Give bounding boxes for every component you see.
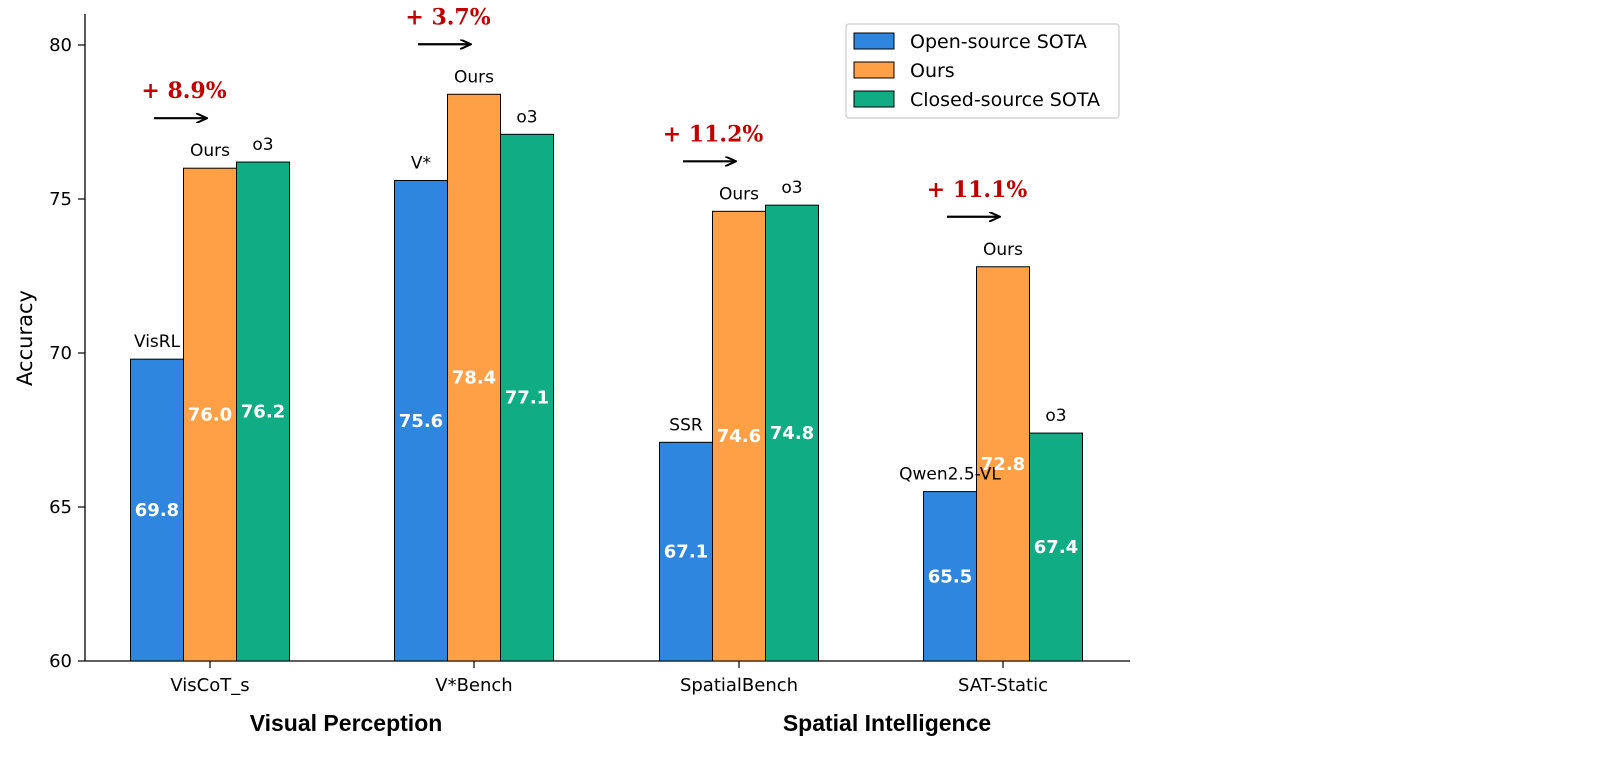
gain-label: + 3.7%: [405, 4, 490, 30]
bar-model-label: Ours: [454, 67, 494, 87]
x-tick-label: V*Bench: [435, 675, 512, 696]
legend-label: Ours: [910, 60, 955, 82]
bars: [130, 93, 1083, 662]
bar: [130, 358, 184, 662]
bar-value-label: 78.4: [452, 368, 496, 389]
bar-value-label: 67.4: [1034, 537, 1078, 558]
y-axis-label: Accuracy: [13, 290, 37, 386]
bar-model-label: SSR: [669, 415, 703, 435]
legend-swatch: [853, 61, 895, 79]
axes: 60 65 70 75 80 VisCoT_s V*Bench SpatialBench SAT…: [13, 14, 1130, 736]
legend: Open-source SOTA Ours Closed-source SOTA: [845, 23, 1120, 119]
group-label: Visual Perception: [250, 710, 443, 736]
bar-value-label: 72.8: [981, 454, 1025, 475]
y-tick-label: 70: [49, 343, 72, 364]
x-tick-label: SpatialBench: [680, 675, 798, 696]
bar: [923, 491, 977, 662]
bar-value-label: 74.6: [717, 426, 761, 447]
gain-label: + 11.2%: [663, 121, 764, 147]
x-tick-label: SAT-Static: [958, 675, 1048, 696]
bar-model-label: Ours: [190, 141, 230, 161]
legend-swatch: [853, 32, 895, 50]
bar-model-label: Qwen2.5-VL: [899, 465, 1001, 485]
group-label: Spatial Intelligence: [783, 710, 991, 736]
legend-label: Closed-source SOTA: [910, 89, 1100, 111]
bar-model-label: V*: [411, 154, 431, 174]
bar: [183, 167, 237, 662]
bar-value-label: 74.8: [770, 423, 814, 444]
gain-label: + 8.9%: [141, 78, 226, 104]
y-tick-label: 80: [49, 35, 72, 56]
bar-model-label: o3: [516, 107, 537, 127]
bar-value-label: 67.1: [664, 542, 708, 563]
bar-value-label: 77.1: [505, 388, 549, 409]
y-tick-label: 65: [49, 497, 72, 518]
bar-value-label: 65.5: [928, 566, 972, 587]
gain-label: + 11.1%: [927, 177, 1028, 203]
bar-model-label: o3: [252, 135, 273, 155]
bar-value-label: 69.8: [135, 500, 179, 521]
bar: [236, 161, 290, 662]
bar-model-label: o3: [1045, 406, 1066, 426]
bar-model-label: o3: [781, 178, 802, 198]
bar-model-label: Ours: [983, 240, 1023, 260]
y-tick-label: 75: [49, 189, 72, 210]
bar: [765, 204, 819, 662]
bar-value-label: 76.0: [188, 405, 232, 426]
bar-labels: 69.8 VisRL 76.0 Ours 76.2 o3 75.6 V* 78.4 Ours 77.…: [134, 67, 1078, 587]
y-tick-label: 60: [49, 651, 72, 672]
bar: [659, 441, 713, 662]
bar: [712, 210, 766, 662]
x-tick-label: VisCoT_s: [170, 675, 249, 696]
bar: [500, 133, 554, 662]
bar: [447, 93, 501, 662]
bar: [1029, 432, 1083, 662]
legend-box: [845, 23, 1120, 119]
bar: [976, 266, 1030, 662]
bar-model-label: VisRL: [134, 332, 181, 352]
legend-swatch: [853, 90, 895, 108]
legend-label: Open-source SOTA: [910, 31, 1087, 53]
bar: [394, 180, 448, 662]
gain-annotations: + 8.9% + 3.7% + 11.2% + 11.1%: [141, 4, 1027, 216]
bar-value-label: 75.6: [399, 411, 443, 432]
bar-model-label: Ours: [719, 184, 759, 204]
bar-value-label: 76.2: [241, 402, 285, 423]
